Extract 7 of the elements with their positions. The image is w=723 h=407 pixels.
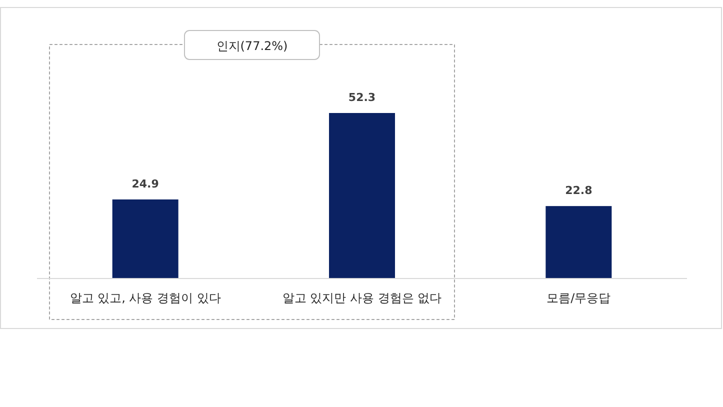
x-tick-label: 모름/무응답: [546, 291, 611, 305]
data-label: 24.9: [132, 177, 159, 190]
x-tick-label: 알고 있고, 사용 경험이 있다: [70, 291, 221, 305]
x-tick-label: 알고 있지만 사용 경험은 없다: [282, 291, 442, 305]
data-label: 22.8: [565, 184, 592, 198]
data-label: 52.3: [348, 91, 376, 104]
text: 인지(77.2%): [216, 39, 288, 53]
